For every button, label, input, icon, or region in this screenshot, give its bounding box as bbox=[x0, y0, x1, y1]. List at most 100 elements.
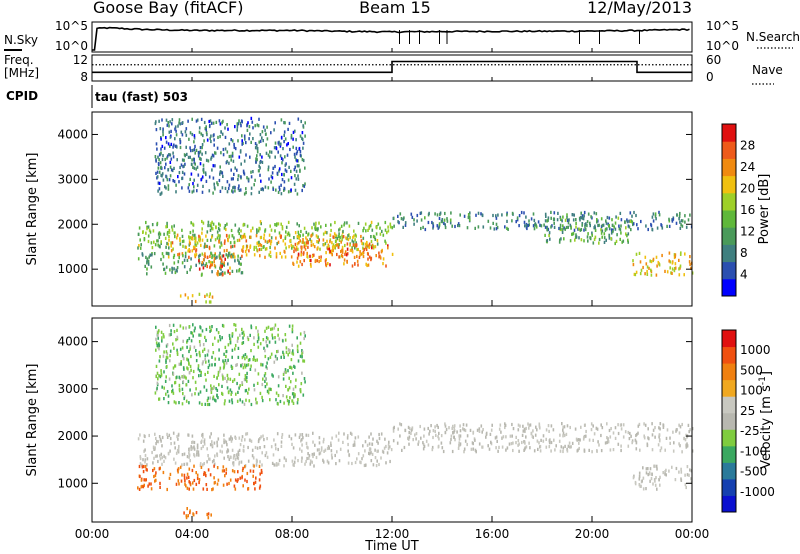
data-point bbox=[200, 117, 203, 121]
data-point bbox=[203, 471, 206, 475]
data-point bbox=[174, 137, 176, 141]
data-point bbox=[646, 269, 648, 274]
noise-right-label: N.Search bbox=[746, 30, 800, 44]
data-point bbox=[547, 227, 550, 231]
data-point bbox=[680, 470, 683, 474]
data-point bbox=[232, 255, 234, 259]
data-point bbox=[198, 480, 200, 485]
data-point bbox=[214, 454, 216, 458]
data-point bbox=[302, 233, 304, 237]
data-point bbox=[562, 434, 564, 438]
data-point bbox=[339, 227, 341, 231]
data-point bbox=[137, 257, 140, 261]
data-point bbox=[288, 434, 291, 438]
data-point bbox=[280, 234, 282, 238]
data-point bbox=[355, 241, 357, 245]
data-point bbox=[419, 211, 422, 215]
data-point bbox=[187, 379, 190, 383]
data-point bbox=[193, 148, 196, 152]
data-point bbox=[689, 262, 691, 266]
data-point bbox=[185, 127, 188, 131]
data-point bbox=[282, 158, 284, 162]
data-point bbox=[160, 330, 163, 334]
data-point bbox=[168, 246, 170, 250]
data-point bbox=[163, 397, 165, 401]
data-point bbox=[645, 471, 648, 475]
data-point bbox=[658, 439, 661, 443]
data-point bbox=[197, 173, 200, 177]
data-point bbox=[431, 445, 434, 450]
data-point bbox=[453, 424, 456, 428]
data-point bbox=[140, 478, 143, 482]
data-point bbox=[168, 333, 171, 337]
data-point bbox=[171, 266, 173, 270]
data-point bbox=[668, 259, 670, 263]
data-point bbox=[294, 155, 296, 159]
data-point bbox=[259, 220, 262, 224]
colorbar-swatch bbox=[722, 175, 736, 194]
data-point bbox=[203, 139, 205, 143]
data-point bbox=[162, 130, 164, 134]
data-point bbox=[349, 236, 351, 240]
data-point bbox=[478, 427, 481, 431]
data-point bbox=[436, 423, 438, 428]
data-point bbox=[242, 366, 245, 370]
data-point bbox=[158, 329, 160, 333]
data-point bbox=[590, 215, 592, 219]
data-point bbox=[226, 123, 228, 127]
data-point bbox=[540, 224, 543, 228]
data-point bbox=[495, 435, 498, 439]
data-point bbox=[156, 239, 158, 243]
data-point bbox=[354, 238, 356, 242]
data-point bbox=[179, 237, 181, 241]
data-point bbox=[658, 263, 661, 267]
data-point bbox=[184, 375, 186, 379]
data-point bbox=[222, 465, 225, 469]
data-point bbox=[252, 474, 254, 478]
data-point bbox=[255, 245, 257, 249]
data-point bbox=[226, 248, 228, 253]
data-point bbox=[137, 486, 139, 490]
data-point bbox=[364, 463, 367, 467]
data-point bbox=[297, 174, 299, 178]
data-point bbox=[283, 464, 285, 468]
data-point bbox=[668, 469, 670, 473]
data-point bbox=[170, 142, 173, 146]
data-point bbox=[176, 236, 178, 240]
data-point bbox=[622, 435, 625, 439]
data-point bbox=[257, 336, 260, 340]
data-point bbox=[570, 445, 572, 449]
data-point bbox=[172, 342, 174, 346]
data-point bbox=[274, 246, 276, 250]
data-point bbox=[217, 339, 219, 343]
data-point bbox=[276, 350, 278, 354]
data-point bbox=[233, 185, 235, 189]
data-point bbox=[146, 457, 149, 461]
data-point bbox=[343, 432, 345, 436]
data-point bbox=[188, 336, 191, 341]
data-point bbox=[668, 224, 671, 228]
data-point bbox=[343, 262, 345, 266]
data-point bbox=[318, 259, 320, 264]
data-point bbox=[283, 401, 285, 405]
data-point bbox=[194, 236, 197, 240]
data-point bbox=[420, 436, 422, 440]
data-point bbox=[243, 378, 246, 382]
data-point bbox=[194, 326, 196, 330]
data-point bbox=[671, 267, 674, 271]
data-point bbox=[224, 257, 226, 261]
data-point bbox=[284, 168, 287, 172]
data-point bbox=[236, 269, 238, 273]
data-point bbox=[147, 262, 150, 266]
data-point bbox=[219, 338, 222, 342]
data-point bbox=[465, 423, 468, 427]
data-point bbox=[338, 232, 340, 236]
data-point bbox=[206, 244, 208, 248]
data-point bbox=[147, 239, 150, 244]
data-point bbox=[197, 150, 200, 155]
data-point bbox=[263, 438, 265, 442]
data-point bbox=[238, 462, 240, 466]
data-point bbox=[213, 133, 215, 137]
data-point bbox=[527, 223, 529, 228]
